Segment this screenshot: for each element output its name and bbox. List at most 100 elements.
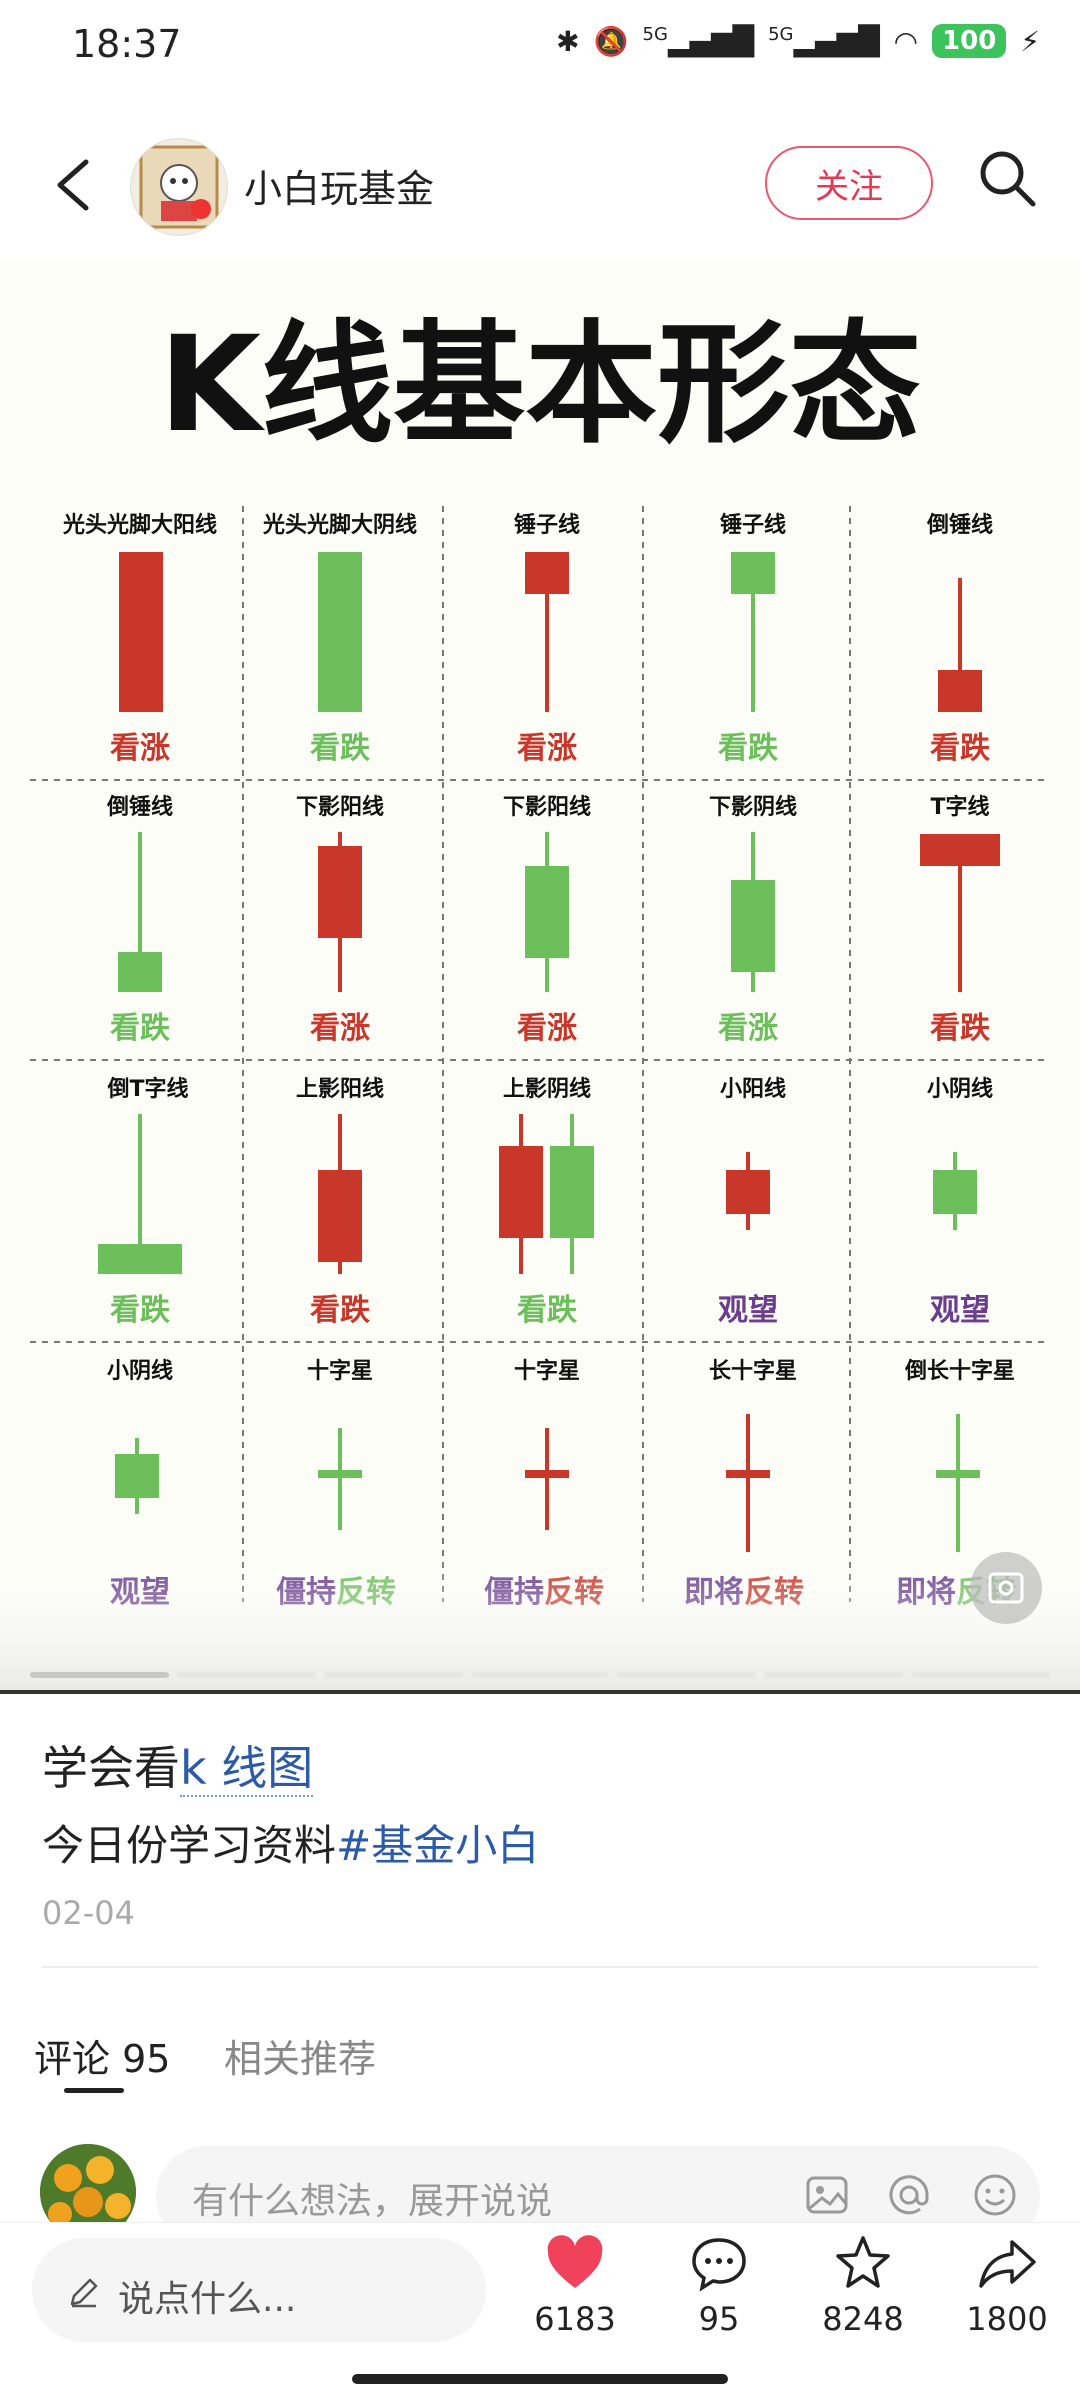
image-carousel-indicator xyxy=(30,1672,1051,1680)
cell-label: 锤子线 xyxy=(720,512,786,538)
candle-big-yin xyxy=(318,552,362,712)
bluetooth-icon: ✱ xyxy=(556,24,580,58)
cell-label: 倒锤线 xyxy=(926,512,993,538)
candle-small-yang xyxy=(726,1152,770,1230)
like-button[interactable]: 6183 xyxy=(520,2234,630,2338)
say-something-input[interactable] xyxy=(32,2238,486,2342)
carousel-dot xyxy=(323,1672,463,1678)
grid-lines xyxy=(30,506,1045,1602)
status-icons: ✱ 🔕 5G▂▄▆█ 5G▂▄▆█ ◠ 100 ⚡ xyxy=(556,24,1040,58)
verdict: 观望 xyxy=(930,1293,990,1328)
comment-count: 95 xyxy=(698,2300,740,2338)
cell-label: 长十字星 xyxy=(709,1358,797,1384)
post-desc-text: 今日份学习资料 xyxy=(42,1821,337,1870)
status-time: 18:37 xyxy=(72,22,182,66)
cell-label: 下影阴线 xyxy=(709,794,797,820)
verdict: 看涨 xyxy=(517,731,577,766)
mention-icon[interactable] xyxy=(884,2170,934,2220)
candle-inverted-long-doji xyxy=(936,1414,980,1552)
candle-lower-shadow-yang-1 xyxy=(318,832,362,992)
verdict: 观望 xyxy=(718,1293,778,1328)
cell-label: 小阴线 xyxy=(107,1358,173,1384)
image-title: K线基本形态 xyxy=(159,308,921,462)
verdict: 看涨 xyxy=(310,1011,370,1046)
post-description: 今日份学习资料#基金小白 xyxy=(42,1812,539,1873)
heart-icon xyxy=(547,2235,603,2288)
candle-big-yang xyxy=(119,552,163,712)
verdict: 看跌 xyxy=(930,731,990,766)
tab-related[interactable]: 相关推荐 xyxy=(224,2037,377,2081)
verdict: 看涨 xyxy=(517,1011,577,1046)
like-count: 6183 xyxy=(534,2300,616,2338)
verdict: 看跌 xyxy=(110,1011,170,1046)
author-name[interactable]: 小白玩基金 xyxy=(244,167,435,211)
cell-label: 十字星 xyxy=(514,1358,580,1384)
cell-label: T字线 xyxy=(930,794,989,820)
verdict: 看跌 xyxy=(310,1293,370,1328)
comment-icon xyxy=(692,2238,746,2292)
favorite-count: 8248 xyxy=(822,2300,904,2338)
back-button[interactable] xyxy=(44,150,104,220)
cell-label: 下影阳线 xyxy=(296,794,384,820)
verdict: 看跌 xyxy=(517,1293,577,1328)
cell-label: 上影阳线 xyxy=(296,1076,384,1102)
cell-label: 倒长十字星 xyxy=(904,1358,1015,1384)
carousel-dot xyxy=(764,1672,904,1678)
cell-label: 光头光脚大阴线 xyxy=(262,512,417,538)
carousel-dot xyxy=(30,1672,169,1678)
carousel-dot xyxy=(176,1672,316,1678)
signal-2: 5G▂▄▆█ xyxy=(768,24,880,58)
cell-label: 上影阴线 xyxy=(503,1076,591,1102)
image-recognize-icon xyxy=(970,1552,1042,1624)
search-icon xyxy=(980,151,1036,207)
post-date: 02-04 xyxy=(42,1894,135,1932)
author-avatar[interactable] xyxy=(130,138,228,236)
cell-label: 倒T字线 xyxy=(106,1076,188,1102)
verdict: 看跌 xyxy=(310,731,370,766)
comment-button[interactable]: 95 xyxy=(664,2234,774,2338)
candle-lower-shadow-yin xyxy=(731,832,775,992)
follow-button[interactable]: 关注 xyxy=(765,146,933,220)
verdict: 看跌 xyxy=(718,731,778,766)
carousel-dot xyxy=(470,1672,610,1678)
verdict: 看跌 xyxy=(930,1011,990,1046)
share-arrow-icon xyxy=(979,2240,1036,2288)
star-icon xyxy=(836,2236,890,2288)
tab-comments[interactable]: 评论 95 xyxy=(34,2037,171,2081)
chevron-left-icon xyxy=(57,159,89,211)
post-title-prefix: 学会看 xyxy=(42,1741,180,1795)
cell-label: 倒锤线 xyxy=(106,794,173,820)
candle-lower-shadow-yang-2 xyxy=(525,832,569,992)
verdict: 看跌 xyxy=(110,1293,170,1328)
cell-label: 光头光脚大阳线 xyxy=(62,512,217,538)
candle-inverted-hammer-green xyxy=(118,832,162,992)
cell-label: 小阴线 xyxy=(927,1076,993,1102)
candle-hammer-red xyxy=(525,552,569,712)
cell-label: 下影阳线 xyxy=(503,794,591,820)
favorite-button[interactable]: 8248 xyxy=(808,2234,918,2338)
emoji-icon[interactable] xyxy=(970,2170,1020,2220)
candle-upper-shadow-yang xyxy=(318,1114,362,1274)
hashtag-link[interactable]: #基金小白 xyxy=(336,1821,540,1870)
image-picker-icon[interactable] xyxy=(802,2170,852,2220)
candle-inverted-hammer-red xyxy=(938,578,982,712)
candle-doji-green xyxy=(318,1428,362,1530)
carousel-dot xyxy=(911,1672,1051,1678)
search-button[interactable] xyxy=(975,146,1039,210)
cell-label: 锤子线 xyxy=(514,512,580,538)
candle-hammer-green xyxy=(731,552,775,712)
share-button[interactable]: 1800 xyxy=(952,2234,1062,2338)
wifi-icon: ◠ xyxy=(893,24,919,58)
post-image[interactable]: K线基本形态 光头光脚大阳线 光头光脚大阴线 锤子线 锤子线 倒锤线 倒锤线 下… xyxy=(0,262,1080,1690)
share-count: 1800 xyxy=(966,2300,1048,2338)
candle-small-yin xyxy=(933,1152,977,1230)
verdict: 看涨 xyxy=(718,1011,778,1046)
tab-active-indicator xyxy=(64,2088,124,2093)
battery-indicator: 100 xyxy=(932,24,1007,58)
divider xyxy=(42,1966,1038,1968)
comment-input-placeholder: 有什么想法，展开说说 xyxy=(192,2181,553,2222)
post-title: 学会看k 线图 xyxy=(42,1732,314,1798)
home-indicator[interactable] xyxy=(352,2374,728,2384)
candle-inverted-t xyxy=(98,1114,182,1274)
post-title-keyword[interactable]: k 线图 xyxy=(180,1741,314,1797)
